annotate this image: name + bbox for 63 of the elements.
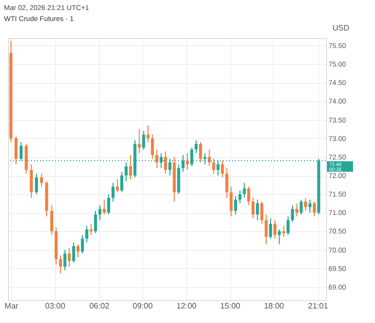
candlestick (278, 228, 281, 245)
x-tick-label: 21:01 (308, 302, 329, 310)
candlestick (34, 173, 38, 195)
candlestick (234, 195, 238, 216)
candlestick (85, 225, 88, 243)
candlestick (120, 171, 124, 193)
x-tick-label: 15:00 (220, 302, 241, 310)
candlestick (269, 218, 272, 240)
candlestick (186, 152, 189, 170)
candlestick (155, 148, 158, 169)
candlestick (230, 186, 233, 217)
candlestick (116, 178, 119, 193)
candlestick (286, 216, 290, 236)
candlestick (150, 134, 154, 160)
candlestick (220, 160, 224, 178)
candlestick (273, 220, 276, 240)
candlestick (242, 182, 246, 198)
candlestick (312, 201, 316, 217)
x-tick-label: Mar (4, 302, 19, 310)
candlestick (129, 154, 132, 180)
candlestick (225, 168, 228, 198)
candlestick (146, 124, 150, 143)
candlestick (72, 242, 76, 264)
candlestick (124, 162, 128, 182)
candlestick (102, 199, 106, 216)
candlestick (282, 225, 286, 238)
candlestick (59, 254, 62, 274)
candlestick (76, 244, 80, 258)
candlestick (80, 234, 84, 254)
candlestick (295, 202, 298, 217)
candlestick (208, 148, 211, 167)
candlestick (252, 197, 255, 219)
candlestick (304, 197, 308, 212)
x-tick-label: 18:00 (264, 302, 285, 310)
y-axis-title: USD (332, 24, 350, 32)
candlestick (300, 199, 303, 216)
candlestick (98, 204, 102, 221)
x-tick-label: 12:00 (176, 302, 198, 310)
candlestick (14, 136, 18, 165)
candlestick (194, 140, 198, 154)
candlestick (30, 164, 33, 198)
candlestick (247, 186, 250, 206)
candlestick (68, 247, 71, 268)
candlestick (50, 204, 54, 236)
candlestick (142, 130, 146, 150)
x-tick-label: 06:02 (89, 302, 110, 310)
x-tick-label: 09:00 (132, 302, 154, 310)
candlestick (290, 204, 294, 222)
candlestick (308, 199, 312, 214)
candlestick (260, 201, 264, 224)
candlestick (199, 142, 202, 163)
candlestick (264, 214, 268, 245)
candlestick (212, 158, 216, 174)
candlestick (40, 173, 44, 188)
candlestick (112, 182, 115, 202)
candlestick (94, 210, 98, 234)
x-tick-label: 03:00 (45, 302, 66, 310)
candlestick (164, 150, 168, 174)
candlestick (138, 128, 141, 154)
candlestick (107, 194, 110, 216)
candlestick (238, 190, 242, 204)
candlestick (63, 249, 66, 271)
candlestick (256, 199, 259, 221)
